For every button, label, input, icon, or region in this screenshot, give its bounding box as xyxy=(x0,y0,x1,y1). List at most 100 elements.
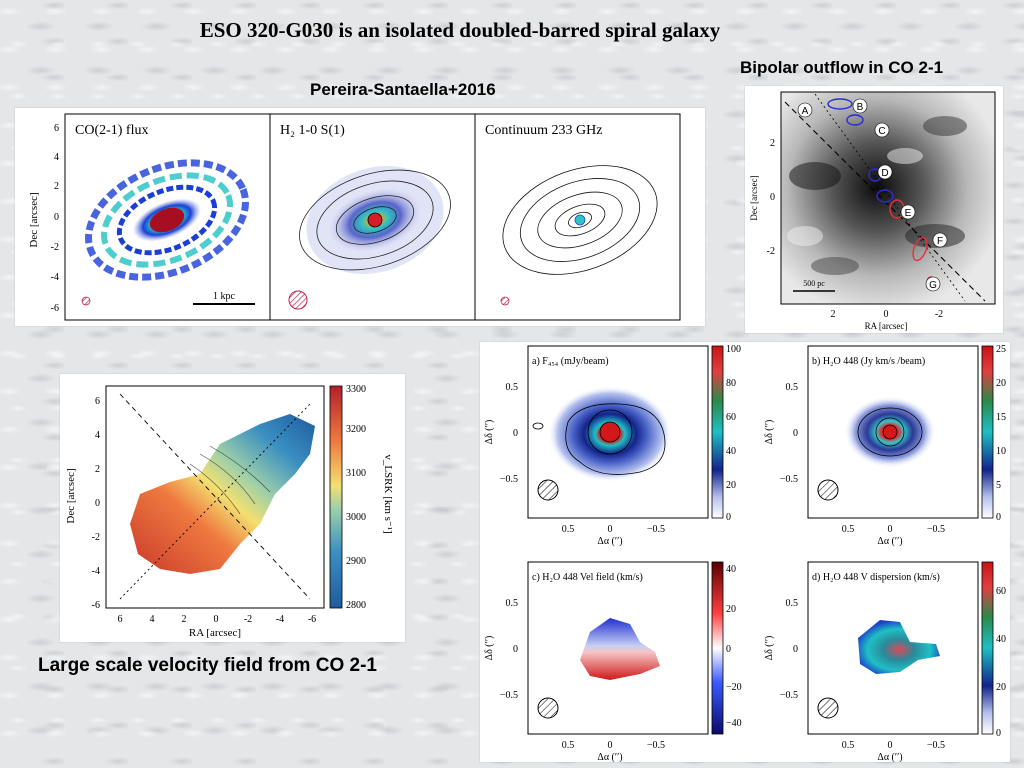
outflow-texture xyxy=(787,116,967,275)
ytick: -6 xyxy=(51,303,59,314)
xtick: 6 xyxy=(118,614,123,625)
panel-a-label: a) F₄₅₄ (mJy/beam) xyxy=(532,356,609,367)
xtick: −0.5 xyxy=(647,524,665,535)
xtick: 2 xyxy=(831,309,836,320)
panel-b-label: b) H₂O 448 (Jy km/s /beam) xyxy=(812,356,925,367)
xtick: −0.5 xyxy=(647,740,665,751)
cbar-tick: −20 xyxy=(726,682,742,693)
water-panel-a: a) F₄₅₄ (mJy/beam) xyxy=(527,345,724,519)
cbar-tick: 2900 xyxy=(346,556,366,567)
xtick: 0.5 xyxy=(842,524,855,535)
ytick: -4 xyxy=(92,566,100,577)
panel-co-label: CO(2-1) flux xyxy=(75,123,149,138)
cbar-tick: 3300 xyxy=(346,384,366,395)
svg-text:G: G xyxy=(929,280,937,291)
xtick: 0 xyxy=(608,524,613,535)
ytick: -2 xyxy=(51,242,59,253)
figure-three-panel: 6 4 2 0 -2 -4 -6 Dec [arcsec] CO(2-1) fl… xyxy=(15,108,705,326)
figure-water-maps: a) F₄₅₄ (mJy/beam) b) H₂O 448 (Jy km/s /… xyxy=(480,342,1010,763)
xtick: 0 xyxy=(888,740,893,751)
beam-icon xyxy=(500,296,510,306)
y-axis-label: Dec [arcsec] xyxy=(28,192,40,247)
xtick: 0 xyxy=(608,740,613,751)
x-axis-label: RA [arcsec] xyxy=(865,321,908,331)
x-axis-label: Δα (′′) xyxy=(597,536,622,547)
minor-axis-line xyxy=(119,403,311,600)
xtick: −0.5 xyxy=(927,740,945,751)
slide-title: ESO 320-G030 is an isolated doubled-barr… xyxy=(199,18,721,42)
ytick: 0.5 xyxy=(786,598,799,609)
beam-icon xyxy=(288,290,308,310)
cbar-label: v_LSRK [km s⁻¹] xyxy=(382,454,394,533)
cbar-tick: 60 xyxy=(996,586,1006,597)
cbar-tick: 40 xyxy=(726,564,736,575)
y-axis-label: Δδ (′′) xyxy=(764,420,775,445)
figure-velocity-field: 3300 3200 3100 3000 2900 2800 v_LSRK [km… xyxy=(60,374,405,642)
ytick: 0 xyxy=(513,644,518,655)
ytick: −0.5 xyxy=(500,690,518,701)
subtitle-outflow: Bipolar outflow in CO 2-1 xyxy=(740,58,944,77)
caption-velocity-field: Large scale velocity field from CO 2-1 xyxy=(38,655,377,676)
water-maps-plot: a) F₄₅₄ (mJy/beam) b) H₂O 448 (Jy km/s /… xyxy=(484,344,1006,763)
cbar-tick: 3000 xyxy=(346,512,366,523)
y-axis-label: Δδ (′′) xyxy=(764,636,775,661)
panel-continuum-label: Continuum 233 GHz xyxy=(485,123,602,138)
cbar-tick: 0 xyxy=(996,728,1001,739)
three-panel-plot: 6 4 2 0 -2 -4 -6 Dec [arcsec] CO(2-1) fl… xyxy=(28,113,681,321)
panel-d-label: d) H₂O 448 V dispersion (km/s) xyxy=(812,572,940,583)
cbar-tick: 10 xyxy=(996,446,1006,457)
cbar-tick: 40 xyxy=(726,446,736,457)
y-axis-label: Dec [arcsec] xyxy=(65,468,77,523)
co-flux-map xyxy=(85,159,249,281)
ytick: 0.5 xyxy=(506,382,519,393)
cbar-tick: 3200 xyxy=(346,424,366,435)
beam-icon xyxy=(81,296,91,306)
velocity-frame xyxy=(105,385,325,609)
cbar-tick: 0 xyxy=(726,644,731,655)
panel-h2-label: H₂ 1-0 S(1) xyxy=(280,123,345,138)
ytick: 2 xyxy=(770,138,775,149)
xtick: 0.5 xyxy=(562,524,575,535)
ytick: 0 xyxy=(793,644,798,655)
xtick: 0.5 xyxy=(842,740,855,751)
cbar-tick: 2800 xyxy=(346,600,366,611)
xtick: 0 xyxy=(888,524,893,535)
ytick: 6 xyxy=(95,396,100,407)
ytick: 0.5 xyxy=(786,382,799,393)
xtick: -2 xyxy=(935,309,943,320)
cbar-tick: 0 xyxy=(726,512,731,523)
cbar-tick: 60 xyxy=(726,412,736,423)
cbar-tick: 40 xyxy=(996,634,1006,645)
ytick: 2 xyxy=(54,181,59,192)
velocity-plot: 3300 3200 3100 3000 2900 2800 v_LSRK [km… xyxy=(65,384,394,639)
scale-bar-label: 500 pc xyxy=(803,279,825,288)
cbar-tick: 20 xyxy=(996,682,1006,693)
water-panel-d: d) H₂O 448 V dispersion (km/s) xyxy=(807,561,994,735)
ytick: -2 xyxy=(767,246,775,257)
x-axis-label: Δα (′′) xyxy=(877,536,902,547)
svg-text:E: E xyxy=(905,208,912,219)
water-panel-c: c) H₂O 448 Vel field (km/s) xyxy=(527,561,724,735)
xtick: 0 xyxy=(884,309,889,320)
cbar-tick: 0 xyxy=(996,512,1001,523)
cbar-tick: 3100 xyxy=(346,468,366,479)
y-axis-label: Δδ (′′) xyxy=(484,420,495,445)
y-axis-label: Dec [arcsec] xyxy=(749,175,759,220)
ytick: 6 xyxy=(54,123,59,134)
ytick: 2 xyxy=(95,464,100,475)
svg-text:F: F xyxy=(937,236,943,247)
ytick: -4 xyxy=(51,272,59,283)
h2-emission-map xyxy=(299,166,451,274)
svg-text:100: 100 xyxy=(726,344,741,355)
ytick: −0.5 xyxy=(780,474,798,485)
x-axis-label: Δα (′′) xyxy=(877,752,902,762)
water-panel-b: b) H₂O 448 (Jy km/s /beam) xyxy=(807,345,994,519)
svg-text:A: A xyxy=(802,106,809,117)
continuum-contours xyxy=(502,165,658,275)
xtick: 0.5 xyxy=(562,740,575,751)
velocity-colorbar xyxy=(329,385,343,609)
ytick: 0 xyxy=(95,498,100,509)
ytick: -6 xyxy=(92,600,100,611)
cbar-tick: 5 xyxy=(996,480,1001,491)
ytick: −0.5 xyxy=(500,474,518,485)
